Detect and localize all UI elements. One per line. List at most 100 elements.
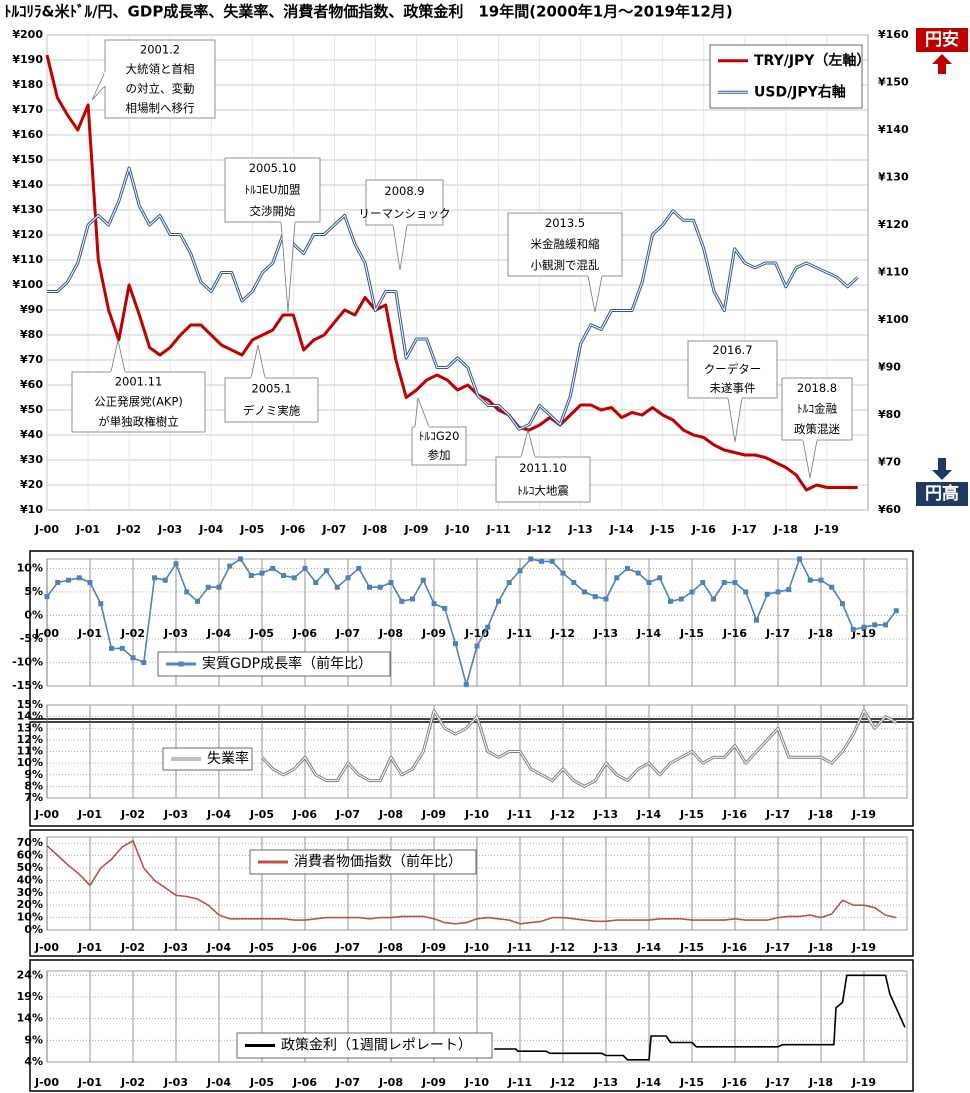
- callout-pointer: [392, 224, 408, 271]
- x-tick-label: J-03: [163, 808, 188, 821]
- point: [743, 589, 749, 595]
- x-tick-label: J-03: [163, 627, 188, 640]
- point: [109, 645, 114, 651]
- x-tick-label: J-11: [507, 627, 532, 640]
- point: [324, 568, 329, 574]
- y-tick-label: 13%: [17, 721, 43, 734]
- x-tick-label: J-17: [765, 1076, 790, 1089]
- y-tick-label: ¥130: [12, 203, 43, 216]
- x-tick-label: J-13: [568, 523, 593, 536]
- callout-text: 小観測で混乱: [531, 258, 600, 272]
- callout-box: [224, 157, 321, 223]
- point: [549, 558, 555, 564]
- y-tick-label: ¥180: [12, 78, 43, 91]
- point: [248, 572, 254, 578]
- point: [700, 580, 706, 586]
- point: [496, 598, 501, 604]
- point: [302, 565, 308, 571]
- point: [431, 601, 437, 607]
- y-tick-label: ¥90: [20, 303, 43, 316]
- x-tick-label: J-07: [321, 523, 346, 536]
- x-tick-label: J-05: [249, 941, 274, 954]
- y-tick-label: -5%: [20, 632, 43, 645]
- y-tick-label: 20%: [17, 898, 43, 911]
- point: [270, 565, 276, 571]
- callout-box: [687, 340, 778, 399]
- x-tick-label: J-07: [335, 808, 360, 821]
- callout-text: 政策混迷: [794, 422, 840, 436]
- y-tick-label: 15%: [17, 698, 43, 711]
- point: [399, 598, 405, 604]
- x-tick-label: J-17: [765, 627, 790, 640]
- point: [334, 584, 340, 590]
- x-tick-label: J-04: [198, 523, 223, 536]
- point: [87, 580, 93, 586]
- x-tick-label: J-04: [206, 1076, 231, 1089]
- point: [227, 563, 233, 569]
- callout-text: の対立、変動: [126, 81, 195, 95]
- y-tick-label: 30%: [17, 886, 43, 899]
- y-tick-label: ¥150: [12, 153, 43, 166]
- callout-text: リーマンショック: [359, 206, 451, 220]
- y2-tick-label: ¥160: [878, 28, 909, 41]
- x-tick-label: J-19: [851, 808, 876, 821]
- x-tick-label: J-06: [280, 523, 305, 536]
- callout-text: が単独政権樹立: [98, 415, 179, 429]
- x-tick-label: J-19: [814, 523, 839, 536]
- y-tick-label: ¥40: [20, 428, 43, 441]
- x-tick-label: J-14: [636, 808, 661, 821]
- x-tick-label: J-11: [507, 941, 532, 954]
- point: [388, 580, 394, 586]
- x-tick-label: J-14: [609, 523, 634, 536]
- callout-text: ﾄﾙｺG20: [419, 429, 460, 443]
- x-tick-label: J-03: [163, 1076, 188, 1089]
- x-tick-label: J-04: [206, 941, 231, 954]
- x-tick-label: J-12: [550, 627, 575, 640]
- callout-text: 2005.1: [251, 382, 291, 396]
- x-tick-label: J-00: [34, 808, 59, 821]
- callout-box: [104, 39, 216, 119]
- y-tick-label: 10%: [17, 911, 43, 924]
- y-tick-label: 70%: [17, 836, 43, 849]
- legend-label: USD/JPY右軸: [754, 83, 846, 100]
- x-tick-label: J-06: [292, 627, 317, 640]
- point: [883, 622, 888, 628]
- point: [463, 682, 469, 688]
- x-tick-label: J-17: [732, 523, 757, 536]
- x-tick-label: J-18: [808, 941, 833, 954]
- callout-box: [71, 371, 206, 433]
- point: [141, 659, 147, 665]
- point: [453, 641, 458, 647]
- x-tick-label: J-16: [722, 941, 747, 954]
- x-tick-label: J-02: [120, 1076, 145, 1089]
- side-arrow: [932, 458, 952, 480]
- point: [44, 594, 50, 600]
- point: [313, 580, 319, 586]
- point: [539, 558, 544, 564]
- callout-box: [224, 377, 319, 423]
- point: [668, 598, 673, 604]
- point: [162, 577, 168, 583]
- callout-pointer: [414, 397, 430, 428]
- point: [291, 575, 297, 581]
- x-tick-label: J-03: [163, 941, 188, 954]
- point: [517, 568, 523, 574]
- x-tick-label: J-09: [403, 523, 428, 536]
- y-tick-label: 7%: [24, 791, 43, 804]
- point: [711, 596, 716, 602]
- legend-marker: [178, 661, 184, 667]
- series-line: [45, 54, 858, 492]
- y-tick-label: 14%: [17, 710, 43, 723]
- x-tick-label: J-09: [421, 627, 446, 640]
- x-tick-label: J-08: [378, 627, 403, 640]
- point: [592, 594, 598, 600]
- callout-pointer: [280, 221, 296, 313]
- y2-tick-label: ¥130: [878, 171, 909, 184]
- y-tick-label: ¥60: [20, 378, 43, 391]
- callout-pointer: [802, 439, 818, 479]
- x-tick-label: J-15: [679, 941, 704, 954]
- y-tick-label: ¥120: [12, 228, 43, 241]
- point: [367, 584, 372, 590]
- callout-box: [507, 212, 623, 277]
- y-tick-label: -15%: [12, 679, 43, 692]
